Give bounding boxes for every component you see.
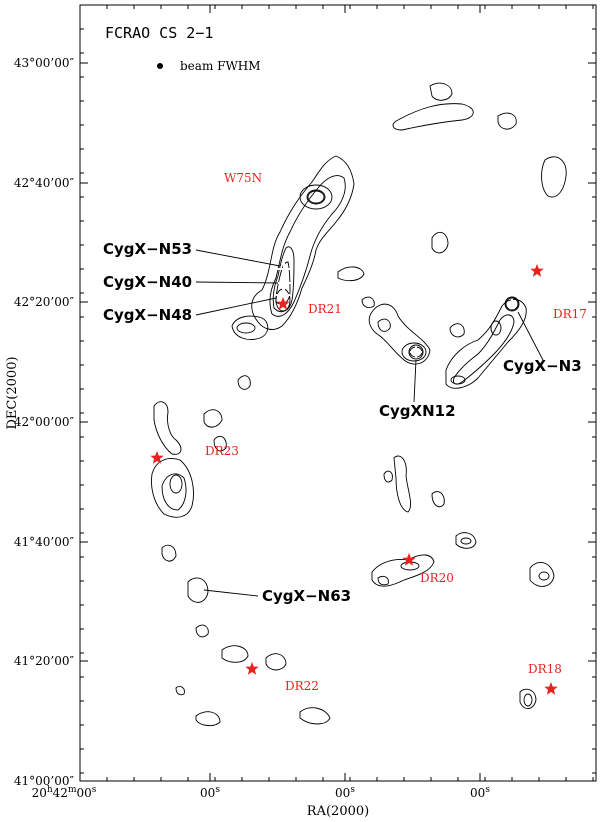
dec-tick-label: 42°00’00″ [14, 415, 75, 429]
hii-label-dr17: DR17 [553, 307, 587, 321]
plot-frame [79, 4, 597, 782]
ra-tick-label: 00s [200, 785, 220, 800]
dec-tick-label: 41°00’00″ [14, 774, 75, 788]
beam-label: beam FWHM [180, 59, 261, 73]
leader-lines [195, 249, 545, 597]
source-label-cygx-n3: CygX−N3 [503, 357, 582, 375]
dec-tick-label: 41°40’00″ [14, 535, 75, 549]
ra-tick-label: 00s [335, 785, 355, 800]
star-icon [245, 662, 259, 675]
source-label-cygx-n63: CygX−N63 [262, 587, 351, 605]
hii-label-dr18: DR18 [528, 662, 562, 676]
star-icon [150, 451, 164, 464]
source-label-cygx-n40: CygX−N40 [103, 273, 192, 291]
x-axis-title: RA(2000) [307, 804, 369, 819]
source-label-cygxn12: CygXN12 [379, 402, 456, 420]
source-markers [276, 262, 518, 358]
source-label-cygx-n53: CygX−N53 [103, 240, 192, 258]
hii-label-dr21: DR21 [308, 302, 342, 316]
source-label-cygx-n48: CygX−N48 [103, 306, 192, 324]
star-icon [544, 682, 558, 695]
star-icon [402, 553, 416, 566]
dec-tick-label: 43°00’00″ [14, 56, 75, 70]
hii-label-dr20: DR20 [420, 571, 454, 585]
map-title: FCRAO CS 2−1 [105, 24, 213, 42]
cygxn12-cross [410, 346, 422, 358]
cygx-n53-cross [277, 262, 291, 276]
ra-tick-label: 00s [470, 785, 490, 800]
hii-stars [150, 264, 558, 695]
hii-label-dr22: DR22 [285, 679, 319, 693]
beam-fwhm-icon [157, 63, 163, 69]
cygx-n40-cross [277, 276, 291, 290]
hii-label-w75n: W75N [224, 171, 262, 185]
star-icon [276, 297, 290, 310]
cygx-n3-cross [506, 298, 518, 310]
dec-tick-label: 42°40’00″ [14, 176, 75, 190]
star-icon [530, 264, 544, 277]
axis-ticks [79, 4, 596, 782]
cs-emission-contours [151, 82, 567, 727]
ra-tick-label-first: 20h42m00s [32, 785, 97, 800]
hii-label-dr23: DR23 [205, 444, 239, 458]
y-axis-title: DEC(2000) [5, 356, 20, 429]
dec-tick-label: 41°20’00″ [14, 654, 75, 668]
dec-tick-label: 42°20’00″ [14, 295, 75, 309]
